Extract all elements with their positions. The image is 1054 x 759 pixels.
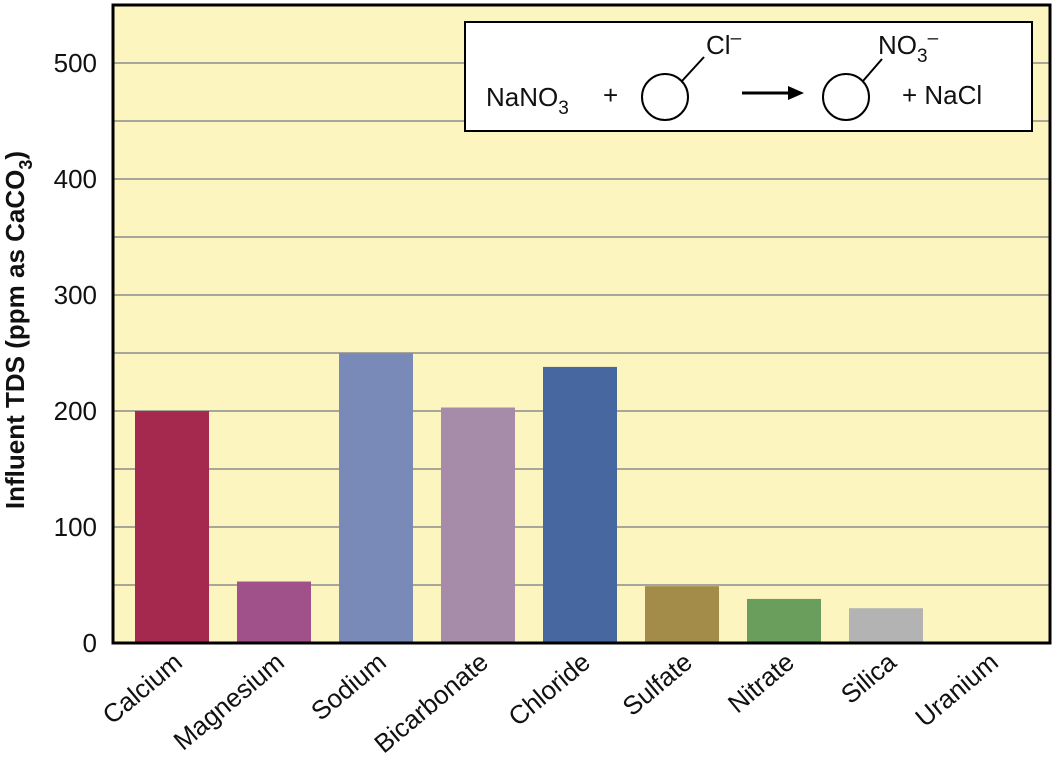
text: NO <box>878 30 917 60</box>
bond <box>681 56 705 82</box>
y-tick-label: 0 <box>83 628 97 658</box>
sup: – <box>731 28 742 49</box>
reaction-box: NaNO3 + Cl– NO3– + NaCl <box>464 21 1033 132</box>
product: + NaCl <box>902 80 982 110</box>
box <box>464 21 1033 132</box>
text: NaNO <box>486 82 558 112</box>
bar <box>543 366 617 643</box>
sub: 3 <box>917 46 928 67</box>
x-tick-label: Nitrate <box>722 647 800 719</box>
bar <box>339 353 413 643</box>
x-tick-label: Calcium <box>97 647 188 730</box>
bar <box>135 411 209 643</box>
text: Cl <box>706 30 731 60</box>
plus: + <box>603 80 618 110</box>
x-tick-label: Bicarbonate <box>368 647 494 754</box>
x-tick-label: Sulfate <box>617 647 698 722</box>
y-label-sub: 3 <box>16 160 36 170</box>
x-tick-label: Uranium <box>909 647 1004 733</box>
bars <box>135 353 923 643</box>
x-tick-label: Magnesium <box>168 647 290 754</box>
arrow-head <box>788 86 804 100</box>
bar <box>747 598 821 643</box>
x-tick-label: Sodium <box>305 647 392 727</box>
resin-bead <box>822 73 870 121</box>
y-tick-label: 200 <box>54 396 97 426</box>
nitrate: NO3– <box>878 28 939 67</box>
y-tick-label: 500 <box>54 48 97 78</box>
sup: – <box>928 28 939 49</box>
chloride: Cl– <box>706 28 742 60</box>
bar <box>645 586 719 643</box>
bar <box>441 407 515 643</box>
y-label-text: Influent TDS (ppm as CaCO <box>0 170 30 509</box>
y-tick-label: 400 <box>54 164 97 194</box>
y-label-end: ) <box>0 151 30 160</box>
resin-bead <box>641 73 689 121</box>
reactant: NaNO3 <box>486 82 569 119</box>
bar <box>237 581 311 643</box>
y-axis-label: Influent TDS (ppm as CaCO3) <box>0 151 36 509</box>
plot-border <box>111 3 1052 645</box>
y-tick-label: 300 <box>54 280 97 310</box>
y-tick-label: 100 <box>54 512 97 542</box>
x-tick-label: Chloride <box>502 647 595 732</box>
sub: 3 <box>558 98 569 119</box>
bond <box>862 58 883 82</box>
x-tick-label: Silica <box>835 646 902 709</box>
bar <box>849 608 923 643</box>
